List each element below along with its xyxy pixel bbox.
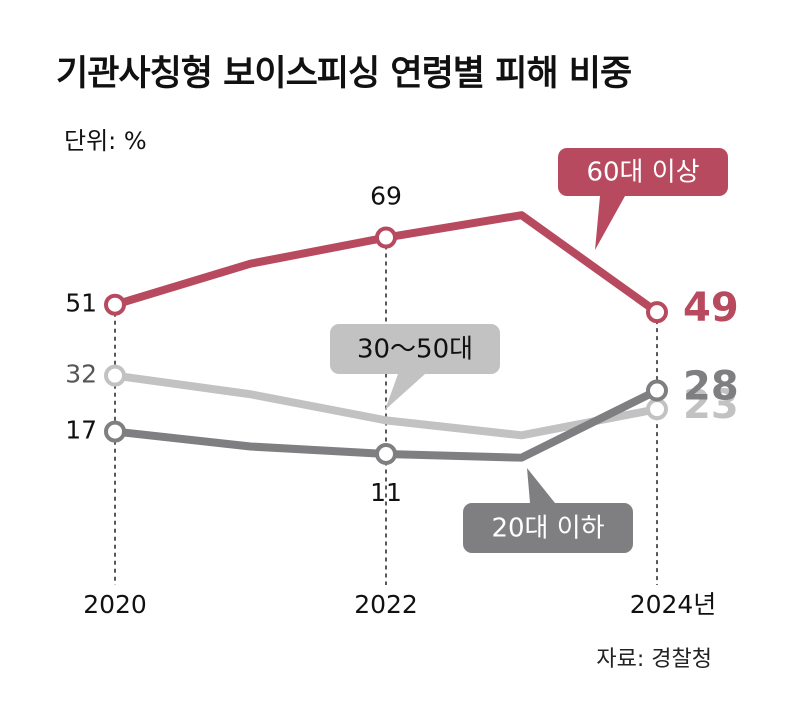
callout-box	[558, 148, 728, 196]
data-label: 32	[65, 360, 97, 389]
x-tick-label: 2020	[83, 590, 147, 619]
point	[646, 379, 668, 402]
header: 기관사칭형 보이스피싱 연령별 피해 비중단위: %	[56, 42, 636, 173]
data-label: 51	[65, 289, 97, 318]
legend-label: 60대 이상	[586, 158, 699, 188]
callout-tail	[595, 196, 625, 250]
x-tick-label: 2022	[354, 590, 418, 619]
point	[104, 420, 126, 443]
point	[375, 442, 397, 465]
legend-item: 60대 이상	[558, 148, 728, 250]
data-label: 11	[370, 478, 402, 507]
point	[646, 301, 668, 324]
source: 자료: 경찰청	[596, 647, 712, 672]
callout-box	[330, 324, 500, 374]
legend-label: 20대 이하	[491, 514, 604, 544]
legend-item: 30～50대	[330, 324, 500, 410]
x-tick-label: 2024년	[630, 590, 717, 619]
callout-box	[463, 503, 633, 553]
callout-tail	[527, 468, 555, 503]
legend-item: 20대 이하	[463, 468, 633, 553]
unit-label: 단위: %	[64, 127, 147, 155]
data-label: 28	[683, 364, 739, 410]
series-line	[114, 371, 658, 440]
data-label: 23	[683, 382, 739, 428]
chart-title: 기관사칭형 보이스피싱 연령별 피해 비중	[56, 54, 632, 94]
data-label: 69	[370, 182, 402, 211]
point	[104, 364, 126, 387]
point	[375, 226, 397, 249]
point	[646, 398, 668, 421]
data-label: 49	[683, 285, 739, 331]
callout-tail	[385, 374, 425, 410]
data-label: 17	[65, 416, 97, 445]
point	[104, 293, 126, 316]
legend-label: 30～50대	[357, 335, 473, 365]
